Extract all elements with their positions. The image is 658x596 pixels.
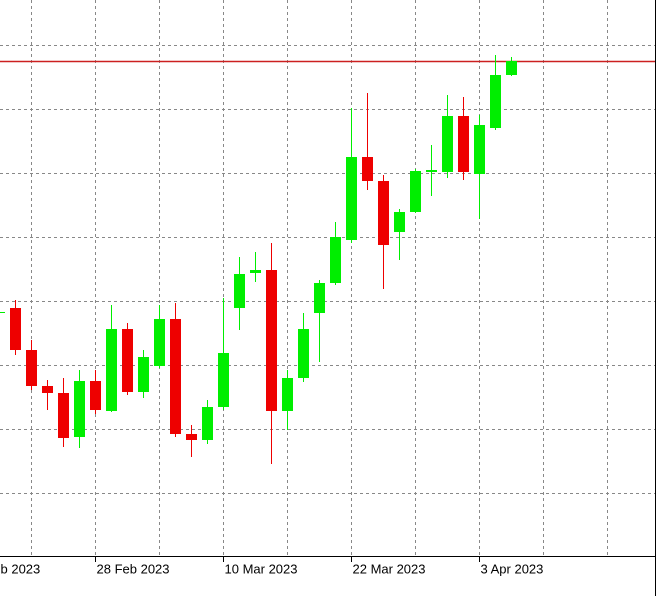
candle-body: [90, 381, 101, 410]
candle-body: [234, 274, 245, 308]
candle-body: [42, 386, 53, 393]
candle-body: [250, 270, 261, 273]
candle-body: [314, 283, 325, 313]
candle-body: [58, 393, 69, 438]
candle-body: [106, 329, 117, 411]
candle-body: [362, 157, 373, 181]
x-tick-label: 10 Mar 2023: [225, 561, 298, 576]
candle-body: [394, 212, 405, 232]
candle-body: [170, 319, 181, 434]
candle-body: [458, 116, 469, 172]
candle-body: [506, 61, 517, 75]
candle-body: [266, 270, 277, 411]
candle-body: [330, 237, 341, 283]
x-tick-label: 3 Apr 2023: [481, 561, 544, 576]
candle-body: [298, 329, 309, 378]
candle-body: [378, 181, 389, 245]
candle-body: [186, 434, 197, 440]
candle-body: [10, 308, 21, 350]
candle-body: [442, 116, 453, 172]
candle-body: [474, 125, 485, 174]
x-tick-label: 22 Mar 2023: [353, 561, 426, 576]
candle-body: [426, 170, 437, 172]
candle-body: [138, 357, 149, 392]
candle-body: [282, 378, 293, 411]
candle-body: [202, 407, 213, 440]
candle-body: [26, 350, 37, 386]
candle-body: [490, 75, 501, 128]
x-tick-label: 28 Feb 2023: [97, 561, 170, 576]
candle-body: [0, 312, 5, 313]
candle-body: [346, 157, 357, 240]
candle-body: [410, 171, 421, 212]
candle-body: [218, 353, 229, 407]
candle-body: [122, 329, 133, 392]
candle-body: [74, 381, 85, 437]
candle-body: [154, 319, 165, 366]
x-tick-label: b 2023: [1, 561, 41, 576]
